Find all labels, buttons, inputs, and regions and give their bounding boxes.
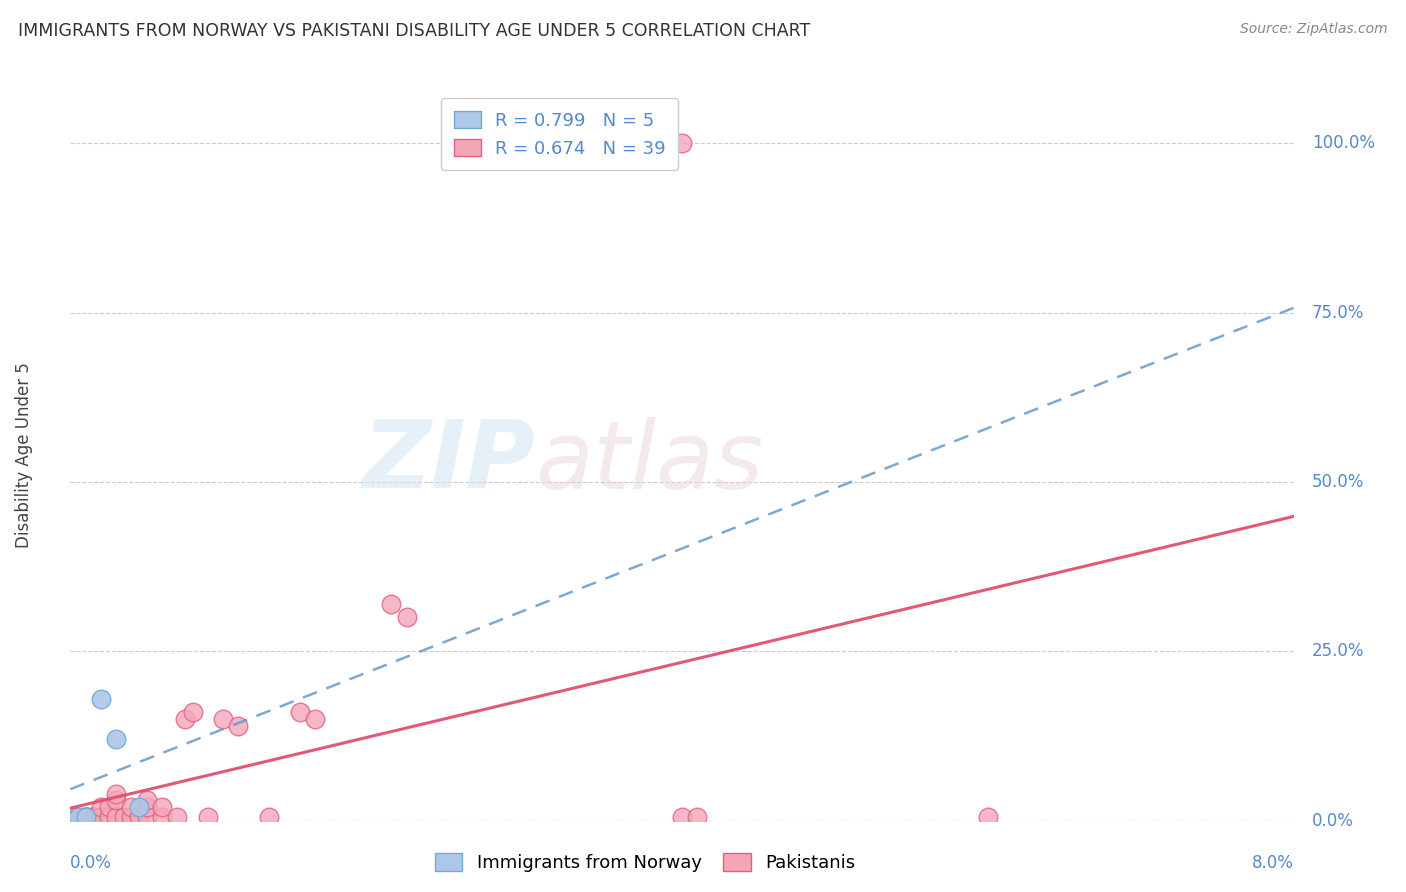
- Text: 75.0%: 75.0%: [1312, 303, 1364, 322]
- Point: [686, 810, 709, 824]
- Point: [121, 810, 143, 824]
- Point: [150, 800, 173, 814]
- Text: ZIP: ZIP: [363, 417, 536, 508]
- Point: [671, 810, 693, 824]
- Point: [212, 712, 235, 726]
- Point: [75, 810, 97, 824]
- Point: [395, 610, 418, 624]
- Point: [150, 810, 173, 824]
- Text: 25.0%: 25.0%: [1312, 642, 1364, 660]
- Point: [90, 810, 112, 824]
- Point: [128, 810, 150, 824]
- Point: [97, 800, 120, 814]
- Point: [135, 793, 157, 807]
- Point: [105, 732, 128, 747]
- Point: [121, 800, 143, 814]
- Point: [105, 787, 128, 801]
- Legend: Immigrants from Norway, Pakistanis: Immigrants from Norway, Pakistanis: [426, 844, 865, 881]
- Point: [135, 800, 157, 814]
- Text: Disability Age Under 5: Disability Age Under 5: [15, 362, 32, 548]
- Point: [105, 793, 128, 807]
- Text: Source: ZipAtlas.com: Source: ZipAtlas.com: [1240, 22, 1388, 37]
- Point: [135, 810, 157, 824]
- Point: [671, 136, 693, 151]
- Point: [77, 810, 100, 824]
- Point: [112, 810, 135, 824]
- Point: [82, 810, 104, 824]
- Point: [66, 810, 89, 824]
- Point: [228, 719, 250, 733]
- Point: [75, 810, 97, 824]
- Text: 0.0%: 0.0%: [1312, 812, 1354, 830]
- Point: [90, 810, 112, 824]
- Point: [174, 712, 197, 726]
- Point: [128, 800, 150, 814]
- Point: [90, 800, 112, 814]
- Point: [97, 810, 120, 824]
- Text: 0.0%: 0.0%: [70, 854, 112, 871]
- Point: [976, 810, 998, 824]
- Point: [62, 810, 84, 824]
- Point: [181, 706, 204, 720]
- Point: [75, 810, 97, 824]
- Point: [197, 810, 219, 824]
- Text: 100.0%: 100.0%: [1312, 135, 1375, 153]
- Point: [288, 706, 311, 720]
- Text: IMMIGRANTS FROM NORWAY VS PAKISTANI DISABILITY AGE UNDER 5 CORRELATION CHART: IMMIGRANTS FROM NORWAY VS PAKISTANI DISA…: [18, 22, 810, 40]
- Point: [257, 810, 280, 824]
- Point: [82, 810, 104, 824]
- Point: [166, 810, 188, 824]
- Text: 50.0%: 50.0%: [1312, 473, 1364, 491]
- Text: 8.0%: 8.0%: [1251, 854, 1294, 871]
- Point: [72, 810, 94, 824]
- Point: [90, 691, 112, 706]
- Point: [304, 712, 326, 726]
- Point: [66, 810, 89, 824]
- Point: [380, 597, 402, 611]
- Text: atlas: atlas: [536, 417, 763, 508]
- Point: [105, 810, 128, 824]
